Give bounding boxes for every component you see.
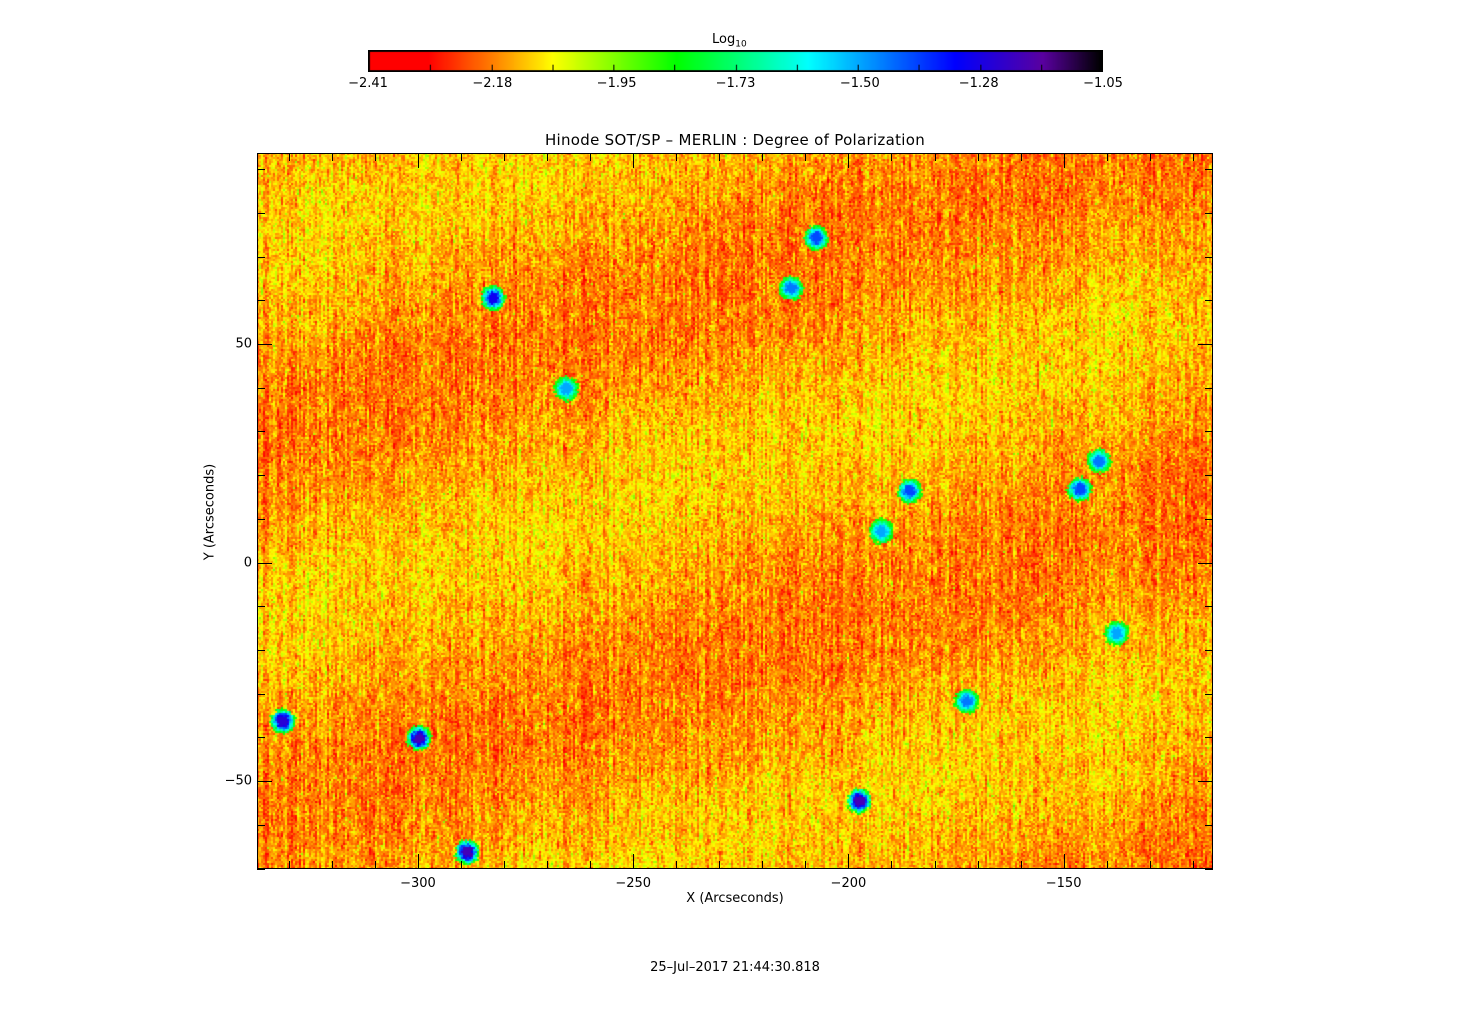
x-tick-label: −300 bbox=[400, 876, 436, 891]
colorbar-tick-label: −1.05 bbox=[1083, 76, 1123, 91]
colorbar-tick-label: −1.95 bbox=[596, 76, 637, 91]
colorbar-tick-label: −1.50 bbox=[839, 76, 880, 91]
y-tick-label: −50 bbox=[224, 773, 252, 789]
y-tick-label: 0 bbox=[243, 555, 252, 571]
colorbar-title-sub: 10 bbox=[735, 39, 747, 50]
colorbar bbox=[368, 50, 1103, 72]
polarization-map bbox=[257, 153, 1213, 869]
colorbar-tick-label: −2.41 bbox=[348, 76, 388, 91]
y-tick-label: 50 bbox=[235, 336, 252, 352]
colorbar-title-base: Log bbox=[712, 32, 736, 47]
colorbar-tick-label: −1.28 bbox=[958, 76, 999, 91]
plot-frame bbox=[257, 153, 1213, 869]
colorbar-tick-label: −2.18 bbox=[472, 76, 513, 91]
chart-title: Hinode SOT/SP – MERLIN : Degree of Polar… bbox=[544, 131, 926, 149]
x-axis-label: X (Arcseconds) bbox=[686, 891, 784, 906]
colorbar-tick-label: −1.73 bbox=[715, 76, 756, 91]
x-tick-label: −150 bbox=[1045, 876, 1082, 891]
y-axis-label: Y (Arcseconds) bbox=[202, 463, 218, 561]
timestamp: 25–Jul–2017 21:44:30.818 bbox=[650, 960, 820, 975]
x-tick-label: −200 bbox=[830, 876, 867, 891]
colorbar-title: Log10 bbox=[712, 32, 747, 50]
x-tick-label: −250 bbox=[615, 876, 652, 891]
